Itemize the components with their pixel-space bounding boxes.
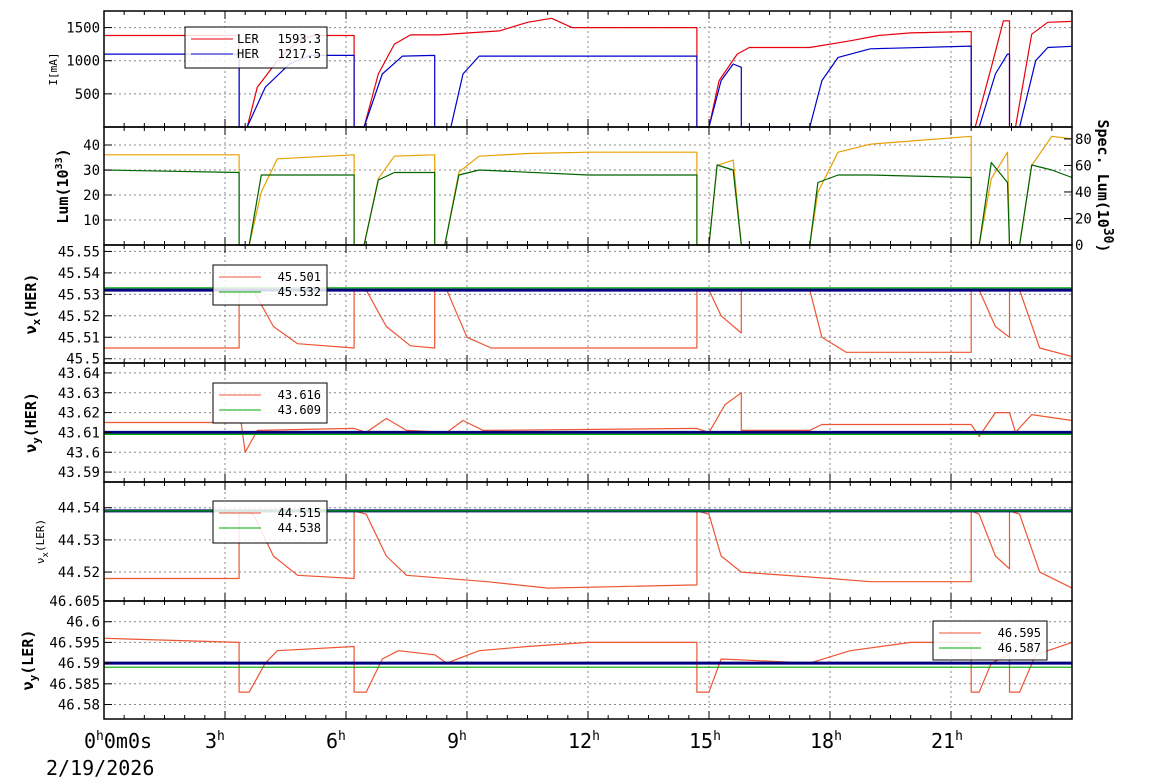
y-tick-label: 46.605 [49, 594, 100, 610]
legend-box [212, 382, 328, 424]
y-tick-label: 43.63 [58, 386, 100, 402]
y-tick-label: 43.61 [58, 425, 100, 441]
legend-value: 43.609 [278, 403, 321, 417]
y-tick-label: 45.51 [58, 330, 100, 346]
y2-tick-label: 80 [1075, 132, 1092, 148]
y-tick-label: 46.6 [66, 615, 100, 631]
y-tick-label: 43.59 [58, 465, 100, 481]
legend-value: 1217.5 [278, 47, 321, 61]
panel-luminosity: 10 20 30 40 0 20 40 60 80 Spec. Lum(1030) Lum(1033… [54, 119, 1115, 254]
legend-value: 45.532 [278, 285, 321, 299]
x-tick-label: 12h [568, 729, 600, 753]
y2-tick-label: 0 [1075, 238, 1083, 254]
legend: LER 1593.3 HER 1217.5 [184, 26, 328, 69]
y-tick-label: 43.6 [66, 445, 100, 461]
legend-value: 46.595 [998, 626, 1041, 640]
legend-label: LER [237, 32, 259, 46]
legend-value: 45.501 [278, 270, 321, 284]
x-tick-label: 9h [447, 729, 467, 753]
legend-box [932, 620, 1048, 661]
y-tick-label: 1000 [66, 54, 100, 70]
y-axis-label: I[mA] [47, 52, 60, 85]
y-tick-label: 500 [75, 87, 100, 103]
y2-tick-label: 60 [1075, 158, 1092, 174]
y-tick-label: 10 [83, 213, 100, 229]
y-tick-label: 30 [83, 163, 100, 179]
y-tick-label: 43.62 [58, 406, 100, 422]
x-tick-label: 6h [326, 729, 346, 753]
y-tick-label: 46.595 [49, 635, 100, 651]
y-axis-label: νx(HER) [22, 274, 43, 335]
legend-value: 46.587 [998, 641, 1041, 655]
y2-tick-label: 40 [1075, 185, 1092, 201]
legend-value: 44.538 [278, 521, 321, 535]
panel-nux_her: 45.5 45.51 45.52 45.53 45.54 45.55 νx(HER) 45.5… [22, 244, 1073, 368]
date-label: 2/19/2026 [46, 756, 154, 780]
panel-nuy_her: 43.59 43.6 43.61 43.62 43.63 43.64 νy(HER) 43.6… [22, 362, 1073, 483]
legend-box [212, 264, 328, 306]
y-tick-label: 46.58 [58, 698, 100, 714]
series-line-tune-red [104, 289, 1073, 358]
x-axis-labels: 0h0m0s 3h 6h 9h 12h 15h 18h 21h 2/19/2026 [46, 729, 963, 780]
y-axis-label: νy(LER) [19, 630, 40, 691]
y-tick-label: 46.585 [49, 677, 100, 693]
y2-axis-label: Spec. Lum(1030) [1094, 119, 1115, 252]
y-tick-label: 44.52 [58, 565, 100, 581]
legend-box [184, 26, 328, 69]
legend-value: 1593.3 [278, 32, 321, 46]
legend-value: 44.515 [278, 506, 321, 520]
x-tick-label: 0h0m0s [84, 729, 152, 753]
y-tick-label: 1500 [66, 21, 100, 37]
y-tick-label: 40 [83, 138, 100, 154]
legend-value: 43.616 [278, 388, 321, 402]
x-tick-label: 3h [205, 729, 225, 753]
y-tick-label: 45.55 [58, 244, 100, 260]
panel-nuy_ler: 46.58 46.585 46.59 46.595 46.6 46.605 νy(LER) 4… [19, 594, 1073, 720]
y-tick-label: 44.54 [58, 501, 100, 517]
legend-box [212, 500, 328, 544]
y-tick-label: 45.54 [58, 266, 100, 282]
x-tick-label: 21h [931, 729, 963, 753]
y-axis-label: νx(LER) [34, 519, 51, 564]
x-tick-label: 15h [689, 729, 721, 753]
y-tick-label: 45.52 [58, 309, 100, 325]
x-tick-label: 18h [810, 729, 842, 753]
series-line-tune-red [103, 637, 1073, 693]
panel-current: 500 1000 1500 I[mA] LER 1593.3 HER 1217.5 [47, 10, 1073, 128]
y-tick-label: 44.53 [58, 533, 100, 549]
y-tick-label: 46.59 [58, 656, 100, 672]
y-tick-label: 45.5 [66, 352, 100, 368]
y-axis-label: Lum(1033) [54, 148, 72, 223]
series-line-tune-red [104, 392, 1073, 453]
y2-tick-label: 20 [1075, 211, 1092, 227]
legend-label: HER [237, 47, 259, 61]
y-tick-label: 43.64 [58, 366, 100, 382]
y-axis-label: νy(HER) [22, 392, 43, 453]
y-tick-label: 45.53 [58, 287, 100, 303]
y-tick-label: 20 [83, 188, 100, 204]
